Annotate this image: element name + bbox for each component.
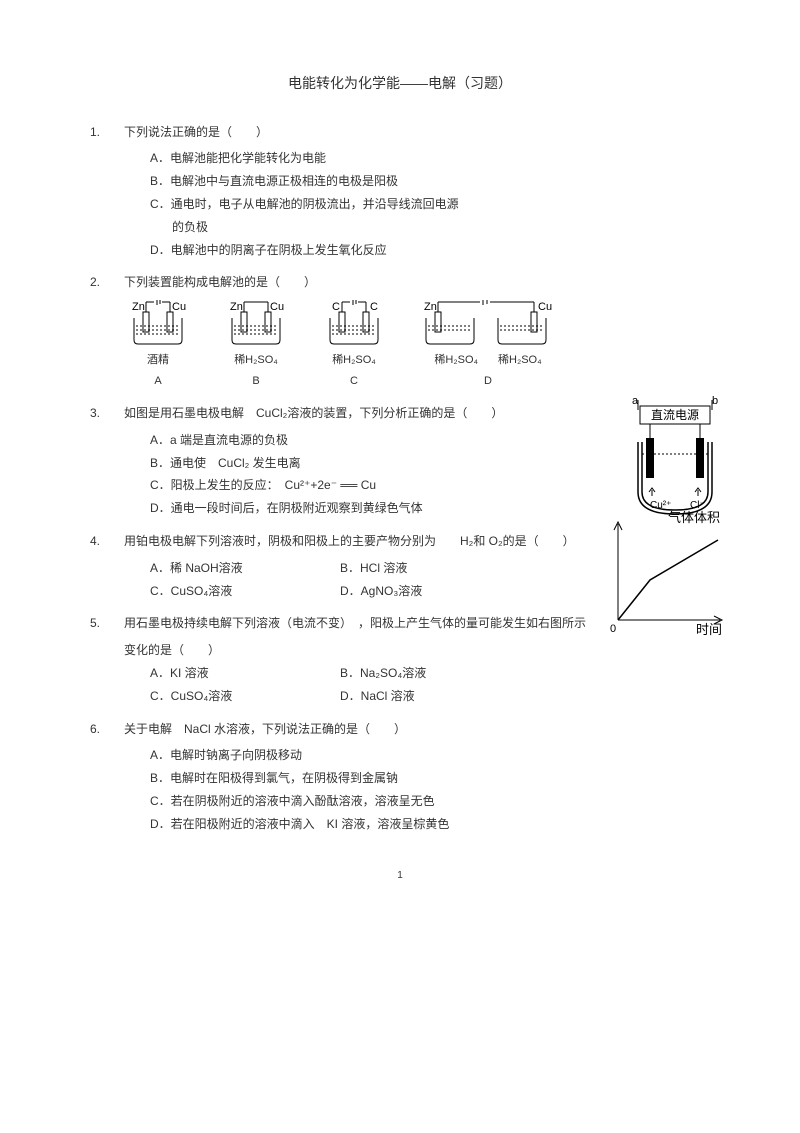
beaker-c-icon: C C <box>320 300 388 350</box>
q5-opt-a: A．KI 溶液 <box>150 662 340 685</box>
svg-text:b: b <box>712 395 718 407</box>
question-4: 气体体积 0 时间 4. 用铂电极电解下列溶液时，阴极和阳极上的主要产物分别为 … <box>90 530 710 602</box>
device-d-label1: 稀H₂SO₄ <box>434 350 478 371</box>
q5-opt-d: D．NaCl 溶液 <box>340 685 530 708</box>
device-c-label: 稀H₂SO₄ <box>332 350 376 371</box>
device-d-label2: 稀H₂SO₄ <box>498 350 542 371</box>
q4-opt-a: A．稀 NaOH溶液 <box>150 557 340 580</box>
question-6: 6. 关于电解 NaCl 水溶液，下列说法正确的是（ ） A．电解时钠离子向阴极… <box>90 718 710 836</box>
svg-text:C: C <box>332 301 340 313</box>
svg-text:气体体积: 气体体积 <box>668 510 720 525</box>
q6-num: 6. <box>90 718 112 741</box>
device-b-letter: B <box>252 371 259 392</box>
q4-num: 4. <box>90 530 112 553</box>
q4-stem: 用铂电极电解下列溶液时，阴极和阳极上的主要产物分别为 H₂和 O₂的是（ ） <box>124 530 575 553</box>
beaker-a-icon: Zn Cu <box>124 300 192 350</box>
q5-num: 5. <box>90 612 112 635</box>
q3-stem: 如图是用石墨电极电解 CuCl₂溶液的装置，下列分析正确的是（ ） <box>124 402 503 425</box>
question-2: 2. 下列装置能构成电解池的是（ ） Zn Cu <box>90 271 710 392</box>
device-b-label: 稀H₂SO₄ <box>234 350 278 371</box>
q4-opt-c: C．CuSO₄溶液 <box>150 580 340 603</box>
q2-num: 2. <box>90 271 112 294</box>
q6-opt-c: C．若在阴极附近的溶液中滴入酚酞溶液，溶液呈无色 <box>150 790 710 813</box>
q5-opt-b: B．Na₂SO₄溶液 <box>340 662 530 685</box>
q2-stem: 下列装置能构成电解池的是（ ） <box>124 271 316 294</box>
svg-text:Zn: Zn <box>132 301 145 313</box>
q1-opt-c2: 的负极 <box>90 216 710 239</box>
svg-text:Cu: Cu <box>538 301 552 313</box>
svg-text:Cu: Cu <box>172 301 186 313</box>
q1-opt-a: A．电解池能把化学能转化为电能 <box>150 147 710 170</box>
device-a: Zn Cu 酒精 A <box>124 300 192 392</box>
svg-text:时间: 时间 <box>696 622 722 637</box>
page-number: 1 <box>90 866 710 885</box>
q4-opt-b: B．HCl 溶液 <box>340 557 530 580</box>
q1-opt-d: D．电解池中的阴离子在阴极上发生氧化反应 <box>150 239 710 262</box>
q1-opt-b: B．电解池中与直流电源正极相连的电极是阳极 <box>150 170 710 193</box>
svg-text:C: C <box>370 301 378 313</box>
svg-text:Zn: Zn <box>230 301 243 313</box>
q6-opt-a: A．电解时钠离子向阴极移动 <box>150 744 710 767</box>
q6-opt-d: D．若在阳极附近的溶液中滴入 KI 溶液，溶液呈棕黄色 <box>150 813 710 836</box>
question-3: a b 直流电源 Cu²⁺ Cl⁻ 3 <box>90 402 710 520</box>
q6-opt-b: B．电解时在阳极得到氯气，在阴极得到金属钠 <box>150 767 710 790</box>
q5-stem: 用石墨电极持续电解下列溶液（电流不变） ，阳极上产生气体的量可能发生如右图所示 <box>124 612 586 635</box>
svg-text:Cu: Cu <box>270 301 284 313</box>
device-d-letter: D <box>484 371 492 392</box>
q3-num: 3. <box>90 402 112 425</box>
q1-opt-c: C．通电时，电子从电解池的阴极流出，并沿导线流回电源 <box>150 193 710 216</box>
device-c: C C 稀H₂SO₄ C <box>320 300 388 392</box>
devices-row: Zn Cu 酒精 A <box>90 300 710 392</box>
svg-text:直流电源: 直流电源 <box>651 408 699 422</box>
q1-stem: 下列说法正确的是（ ） <box>124 121 268 144</box>
device-a-label: 酒精 <box>147 350 169 371</box>
beaker-d-icon: Zn Cu <box>418 300 558 350</box>
q1-num: 1. <box>90 121 112 144</box>
svg-text:Zn: Zn <box>424 301 437 313</box>
q6-stem: 关于电解 NaCl 水溶液，下列说法正确的是（ ） <box>124 718 406 741</box>
q5-graph: 气体体积 0 时间 <box>600 510 730 648</box>
device-b: Zn Cu 稀H₂SO₄ B <box>222 300 290 392</box>
q4-opt-d: D．AgNO₃溶液 <box>340 580 530 603</box>
page-title: 电能转化为化学能——电解（习题） <box>90 70 710 97</box>
question-1: 1. 下列说法正确的是（ ） A．电解池能把化学能转化为电能 B．电解池中与直流… <box>90 121 710 262</box>
beaker-b-icon: Zn Cu <box>222 300 290 350</box>
device-a-letter: A <box>154 371 161 392</box>
q5-opt-c: C．CuSO₄溶液 <box>150 685 340 708</box>
device-c-letter: C <box>350 371 358 392</box>
svg-text:0: 0 <box>610 623 616 635</box>
device-d: Zn Cu 稀H <box>418 300 558 392</box>
